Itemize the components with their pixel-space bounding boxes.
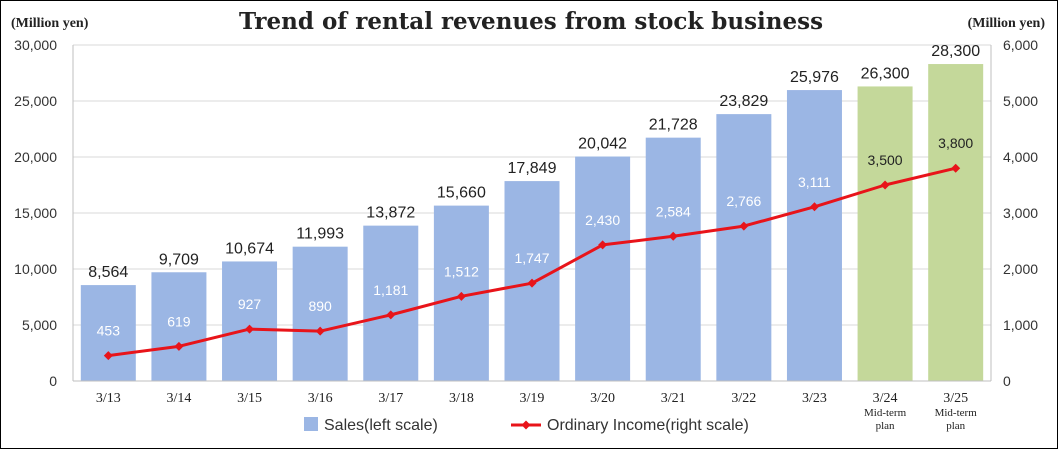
sales-bar-label: 20,042 xyxy=(578,136,627,153)
ordinary-income-label: 2,584 xyxy=(656,203,691,219)
sales-bar-label: 25,976 xyxy=(790,69,839,86)
left-y-tick-label: 25,000 xyxy=(14,93,57,109)
ordinary-income-point xyxy=(386,310,396,320)
sales-bar-label: 8,564 xyxy=(88,264,128,281)
ordinary-income-label: 619 xyxy=(167,313,191,329)
sales-bar xyxy=(151,272,207,381)
ordinary-income-point xyxy=(880,180,890,190)
sales-bar xyxy=(857,86,913,381)
sales-bar-label: 10,674 xyxy=(225,240,274,257)
x-tick-label: 3/23 xyxy=(802,391,827,406)
x-tick-label: 3/15 xyxy=(237,391,262,406)
ordinary-income-point xyxy=(951,163,961,173)
ordinary-income-point xyxy=(739,221,749,231)
left-y-tick-label: 30,000 xyxy=(14,37,57,53)
x-tick-note-line: plan xyxy=(876,420,895,432)
sales-bar-label: 13,872 xyxy=(366,205,415,222)
left-y-tick-label: 20,000 xyxy=(14,149,57,165)
right-y-tick-label: 3,000 xyxy=(1003,205,1038,221)
ordinary-income-point xyxy=(809,202,819,212)
right-y-tick-label: 5,000 xyxy=(1003,93,1038,109)
sales-bar-label: 23,829 xyxy=(719,93,768,110)
ordinary-income-label: 927 xyxy=(238,296,262,312)
right-y-tick-label: 1,000 xyxy=(1003,317,1038,333)
x-tick-note: Mid-term plan xyxy=(864,407,907,432)
left-y-tick-label: 15,000 xyxy=(14,205,57,221)
x-tick-label: 3/25 xyxy=(943,391,968,406)
ordinary-income-label: 1,181 xyxy=(373,282,408,298)
sales-bar-label: 28,300 xyxy=(931,43,980,60)
sales-bar xyxy=(363,225,419,381)
x-tick-note-line: plan xyxy=(946,420,965,432)
sales-bar-label: 17,849 xyxy=(508,160,557,177)
sales-bar xyxy=(222,261,278,381)
sales-bars xyxy=(80,64,984,382)
ordinary-income-point xyxy=(598,240,608,250)
ordinary-income-label: 3,500 xyxy=(868,152,903,168)
left-axis-unit: (Million yen) xyxy=(11,16,89,31)
x-tick-label: 3/19 xyxy=(520,391,545,406)
data-labels: 8,564 9,709 10,674 11,993 13,872 15,660 17,849… xyxy=(88,43,980,339)
x-tick-note-line: Mid-term xyxy=(864,407,907,419)
right-y-tick-label: 4,000 xyxy=(1003,149,1038,165)
left-y-tick-label: 5,000 xyxy=(22,317,57,333)
axes: 0 5,000 10,000 15,000 20,000 25,000 30,000 0 1,0… xyxy=(14,37,1038,432)
left-y-tick-label: 0 xyxy=(49,373,57,389)
sales-bar-label: 21,728 xyxy=(649,117,698,134)
x-tick-label: 3/17 xyxy=(378,391,403,406)
right-y-tick-label: 6,000 xyxy=(1003,37,1038,53)
sales-bar-label: 9,709 xyxy=(159,251,199,268)
left-y-tick-label: 10,000 xyxy=(14,261,57,277)
ordinary-income-label: 3,800 xyxy=(938,135,973,151)
x-tick-label: 3/24 xyxy=(873,391,898,406)
right-y-tick-label: 0 xyxy=(1003,373,1011,389)
sales-bar xyxy=(575,156,631,381)
legend-label-sales: Sales(left scale) xyxy=(324,417,438,434)
x-tick-label: 3/13 xyxy=(96,391,121,406)
right-axis-unit: (Million yen) xyxy=(968,16,1046,31)
x-tick-label: 3/21 xyxy=(661,391,686,406)
ordinary-income-point xyxy=(103,351,113,361)
sales-bar xyxy=(645,137,701,381)
ordinary-income-label: 3,111 xyxy=(798,174,831,190)
sales-bar xyxy=(716,114,772,381)
ordinary-income-label: 1,512 xyxy=(444,263,479,279)
legend: Sales(left scale) Ordinary Income(right s… xyxy=(304,417,749,434)
sales-bar xyxy=(928,64,984,381)
ordinary-income-point xyxy=(174,341,184,351)
legend-swatch-income-marker xyxy=(521,420,531,430)
ordinary-income-point xyxy=(527,278,537,288)
ordinary-income-point xyxy=(668,231,678,241)
ordinary-income-point xyxy=(456,291,466,301)
ordinary-income-label: 453 xyxy=(97,323,121,339)
chart-title: Trend of rental revenues from stock busi… xyxy=(239,8,823,35)
sales-bar-label: 15,660 xyxy=(437,185,486,202)
sales-bar-label: 26,300 xyxy=(861,65,910,82)
ordinary-income-point xyxy=(245,324,255,334)
x-tick-label: 3/20 xyxy=(590,391,615,406)
ordinary-income-label: 2,766 xyxy=(726,193,761,209)
ordinary-income-point xyxy=(315,326,325,336)
ordinary-income-label: 1,747 xyxy=(514,250,549,266)
ordinary-income-line xyxy=(103,163,961,361)
sales-bar xyxy=(292,246,348,381)
legend-swatch-sales xyxy=(304,417,318,431)
right-y-tick-label: 2,000 xyxy=(1003,261,1038,277)
sales-bar xyxy=(80,285,136,381)
legend-label-income: Ordinary Income(right scale) xyxy=(547,417,749,434)
x-tick-label: 3/14 xyxy=(166,391,191,406)
sales-bar xyxy=(786,90,842,382)
x-tick-note: Mid-term plan xyxy=(935,407,978,432)
sales-bar-label: 11,993 xyxy=(296,226,344,243)
ordinary-income-label: 2,430 xyxy=(585,212,620,228)
x-tick-label: 3/22 xyxy=(731,391,756,406)
ordinary-income-label: 890 xyxy=(308,298,332,314)
x-tick-note-line: Mid-term xyxy=(935,407,978,419)
x-tick-label: 3/18 xyxy=(449,391,474,406)
x-tick-label: 3/16 xyxy=(308,391,333,406)
